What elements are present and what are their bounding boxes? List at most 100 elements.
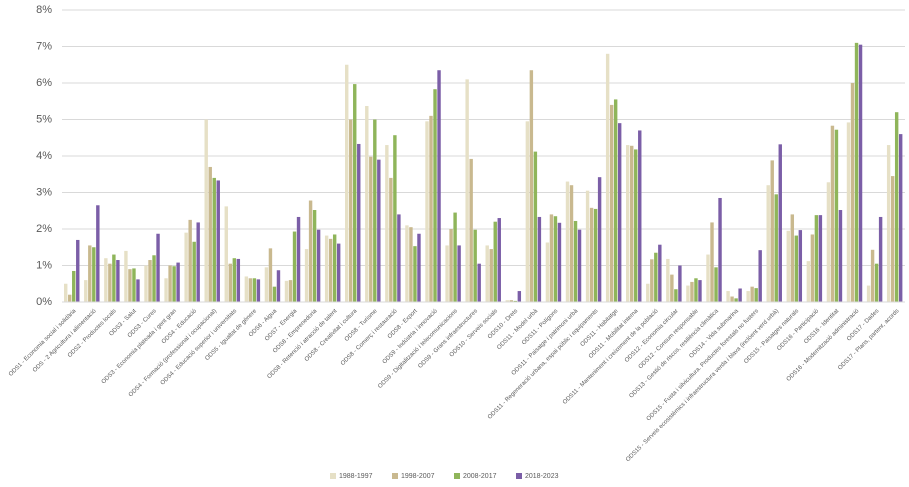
bar xyxy=(794,235,799,302)
bar xyxy=(593,208,598,302)
bar xyxy=(156,233,160,302)
bar xyxy=(886,145,891,302)
y-tick-label: 2% xyxy=(36,223,52,235)
bar xyxy=(806,261,811,302)
bar xyxy=(413,246,417,302)
bar xyxy=(349,119,353,302)
bar xyxy=(630,145,634,302)
bar xyxy=(377,159,381,302)
bar xyxy=(790,214,795,302)
bar xyxy=(353,84,357,302)
x-tick-label: ODS11 - Manteniment i creixement de la p… xyxy=(562,308,660,406)
bar xyxy=(292,231,297,302)
bar xyxy=(212,177,216,302)
bar xyxy=(328,238,333,302)
bar xyxy=(437,70,441,302)
bar xyxy=(389,177,393,302)
bar xyxy=(545,242,550,302)
bar xyxy=(846,122,851,302)
x-tick-label: ODS11 - Polígons xyxy=(521,308,559,346)
y-tick-label: 6% xyxy=(36,77,52,89)
bar xyxy=(666,258,670,302)
bar xyxy=(336,243,341,302)
bar xyxy=(312,210,317,302)
bar xyxy=(232,258,237,302)
bar xyxy=(605,53,610,302)
bar xyxy=(706,254,710,302)
bar xyxy=(208,166,212,302)
bar xyxy=(674,289,678,302)
bar xyxy=(690,281,694,302)
bar xyxy=(710,222,714,302)
bar xyxy=(457,245,461,302)
bar xyxy=(132,268,136,302)
x-tick-label: ODS4 - Educació superior i universitats xyxy=(160,308,238,386)
bar xyxy=(585,190,590,302)
bar xyxy=(638,130,642,302)
x-tick-label: ODS1 - Economia social i solidària xyxy=(8,308,78,378)
bar xyxy=(152,255,156,302)
x-tick-label: ODS11 - Habitatge xyxy=(580,308,620,348)
bar xyxy=(894,112,899,302)
bar xyxy=(64,283,68,302)
bar xyxy=(256,279,261,302)
x-tick-label: ODS16 - Modernització administració xyxy=(786,308,861,383)
bar xyxy=(565,181,570,302)
bar xyxy=(72,270,76,302)
bar xyxy=(425,121,429,302)
bar xyxy=(505,300,509,302)
bar xyxy=(385,145,389,302)
bar xyxy=(304,249,309,302)
bar xyxy=(589,207,594,302)
bar xyxy=(409,227,413,302)
bar xyxy=(493,221,497,302)
bar xyxy=(485,245,489,302)
bar xyxy=(778,144,782,302)
bar xyxy=(68,294,72,302)
y-tick-label: 4% xyxy=(36,150,52,162)
bar xyxy=(890,176,895,302)
x-tick-label: ODS4 - Educació xyxy=(161,308,198,345)
bar xyxy=(192,241,196,302)
bar xyxy=(654,252,658,302)
bar xyxy=(718,197,722,302)
bar xyxy=(96,205,100,302)
bar xyxy=(112,254,116,302)
bar xyxy=(148,260,152,302)
legend-swatch xyxy=(454,473,460,479)
y-tick-label: 5% xyxy=(36,113,52,125)
bar xyxy=(128,269,132,302)
y-tick-label: 8% xyxy=(36,4,52,16)
bar xyxy=(774,194,778,302)
bar xyxy=(144,265,148,302)
bar xyxy=(469,158,473,302)
bar xyxy=(854,42,859,302)
bar xyxy=(658,244,662,302)
bar xyxy=(473,229,477,302)
legend-label: 1988-1997 xyxy=(339,473,373,480)
bar xyxy=(766,185,770,302)
bar xyxy=(373,119,377,302)
legend-label: 1998-2007 xyxy=(401,473,435,480)
bar xyxy=(88,245,92,302)
bar xyxy=(196,222,200,302)
bar xyxy=(288,280,293,302)
bar xyxy=(176,262,180,302)
bar xyxy=(573,220,578,302)
bar xyxy=(738,288,742,302)
bar xyxy=(164,278,168,302)
bar xyxy=(104,258,108,302)
bar xyxy=(449,229,453,302)
bar xyxy=(537,216,542,302)
legend-swatch xyxy=(330,473,336,479)
bar xyxy=(850,83,855,302)
bar xyxy=(216,180,220,302)
bar xyxy=(694,278,698,302)
bar xyxy=(878,216,883,302)
x-tick-label: ODS15 - Serveis ecosistèmics i infraestr… xyxy=(625,308,780,463)
bar xyxy=(529,70,534,302)
bar xyxy=(429,115,433,302)
bar xyxy=(188,219,192,302)
bar xyxy=(626,145,630,302)
y-tick-label: 0% xyxy=(36,296,52,308)
